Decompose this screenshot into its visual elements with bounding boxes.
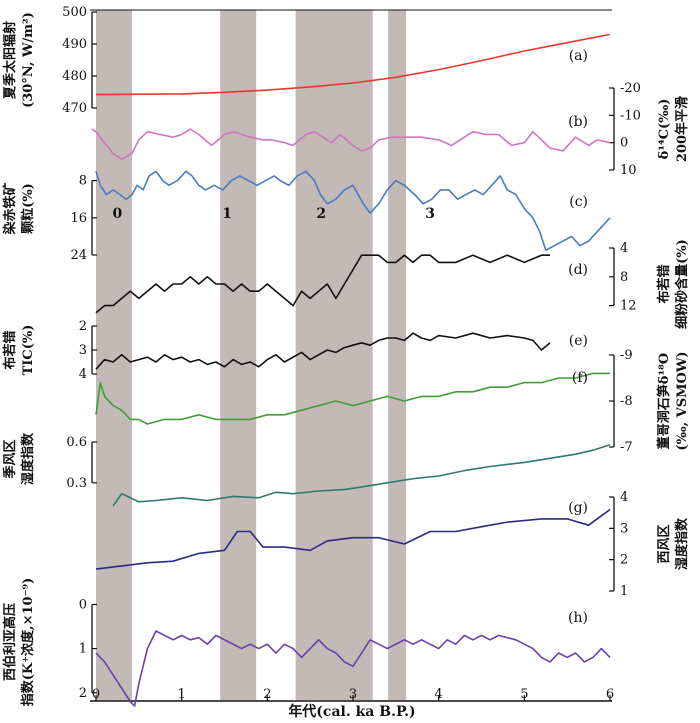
- y-label-b-1: δ¹⁴C(‰): [657, 99, 672, 160]
- y-tick-label-a-480: 480: [62, 69, 87, 84]
- x-tick-label-2: 2: [263, 687, 271, 702]
- y-label-f2-2: 湿度指数: [20, 432, 36, 485]
- y-label-d-2: 细粉砂含量(%): [674, 239, 690, 329]
- y-label-f-1: 董哥洞石笋δ¹⁸O: [656, 353, 672, 449]
- shaded-interval-4: [388, 10, 407, 700]
- panel-label-d: (d): [568, 262, 588, 278]
- series-line-f: [95, 372, 610, 425]
- y-tick-label-g-2: 2: [620, 553, 628, 568]
- panel-label-e: (e): [569, 333, 588, 349]
- y-tick-label-d-4: 4: [620, 241, 628, 256]
- y-tick-label-e-4: 4: [79, 367, 87, 382]
- y-tick-label-f--7: -7: [620, 440, 633, 455]
- y-label-c-2: 颗粒(%): [20, 183, 36, 234]
- series-line-b: [91, 128, 611, 160]
- series-lines: [91, 33, 611, 707]
- y-label-h-2: 指数(K⁺浓度,×10⁻⁹): [20, 578, 36, 707]
- y-tick-label-f2-0.6: 0.6: [66, 435, 87, 450]
- y-tick-label-g-4: 4: [620, 490, 628, 505]
- x-axis-label: 年代(cal. ka B.P.): [288, 703, 415, 720]
- y-tick-label-g-3: 3: [620, 521, 628, 536]
- shaded-interval-2: [220, 10, 257, 700]
- y-label-f2-1: 季风区: [2, 439, 18, 479]
- y-tick-label-h-1: 1: [79, 642, 87, 657]
- y-tick-label-a-500: 500: [62, 5, 87, 20]
- y-tick-label-d-12: 12: [620, 299, 637, 314]
- panel-label-a: (a): [569, 48, 588, 64]
- y-tick-label-f--8: -8: [620, 394, 633, 409]
- x-tick-label-4: 4: [435, 687, 443, 702]
- x-tick-label-3: 3: [349, 687, 357, 702]
- y-label-c-1: 染赤铁矿: [2, 182, 18, 235]
- y-label-e-1: 布若错: [2, 330, 18, 369]
- panel-label-c: (c): [569, 194, 588, 210]
- panel-label-f: (f): [572, 370, 588, 386]
- y-tick-label-h-0: 0: [79, 597, 87, 612]
- y-tick-label-b-0: 0: [620, 136, 628, 151]
- y-label-a-2: (30°N, W/m²): [21, 12, 36, 108]
- y-label-f-2: (‰, VSMOW): [675, 351, 690, 450]
- y-tick-label-c-16: 16: [70, 211, 87, 226]
- series-line-h: [95, 630, 611, 707]
- panel-label-g: (g): [568, 500, 588, 516]
- y-tick-label-b-10: 10: [620, 163, 637, 178]
- event-label-2: 2: [316, 206, 326, 222]
- y-label-a-1: 夏季太阳辐射: [2, 21, 18, 100]
- series-line-d: [95, 254, 550, 314]
- x-tick-label-0: 0: [92, 687, 100, 702]
- y-tick-label-g-1: 1: [620, 584, 628, 599]
- y-tick-label-f--9: -9: [620, 348, 633, 363]
- y-label-d-1: 布若错: [656, 264, 672, 303]
- panel-label-b: (b): [568, 114, 588, 130]
- x-tick-label-6: 6: [606, 687, 614, 702]
- y-label-e-2: TIC(%): [21, 325, 36, 376]
- y-label-g-2: 湿度指数: [674, 517, 690, 570]
- y-tick-label-e-3: 3: [79, 343, 87, 358]
- x-tick-label-1: 1: [178, 687, 186, 702]
- y-tick-label-f2-0.3: 0.3: [66, 476, 87, 491]
- y-tick-label-c-8: 8: [79, 174, 87, 189]
- y-label-h-1: 西伯利亚高压: [2, 603, 18, 681]
- x-tick-label-5: 5: [520, 687, 528, 702]
- shaded-interval-3: [295, 10, 373, 700]
- y-tick-label-b--20: -20: [620, 81, 641, 96]
- shaded-interval-1: [96, 10, 132, 700]
- y-label-b-2: 200年平滑: [674, 96, 690, 162]
- event-label-3: 3: [425, 206, 435, 222]
- panel-label-h: (h): [568, 610, 588, 626]
- series-line-a: [95, 33, 611, 96]
- series-line-f2: [112, 443, 611, 507]
- y-tick-label-h-2: 2: [79, 686, 87, 701]
- y-tick-label-b--10: -10: [620, 108, 641, 123]
- series-line-c: [95, 170, 611, 252]
- axes: [90, 9, 615, 702]
- y-tick-label-a-470: 470: [62, 101, 87, 116]
- y-tick-label-d-8: 8: [620, 270, 628, 285]
- event-label-0: 0: [113, 206, 123, 222]
- y-label-g-1: 西风区: [657, 524, 672, 563]
- shaded-intervals: [96, 10, 407, 700]
- series-line-e: [95, 332, 551, 370]
- event-label-1: 1: [222, 206, 232, 222]
- y-tick-label-c-24: 24: [70, 248, 87, 263]
- series-line-g: [95, 508, 611, 570]
- y-tick-label-a-490: 490: [62, 37, 87, 52]
- y-tick-label-e-2: 2: [79, 319, 87, 334]
